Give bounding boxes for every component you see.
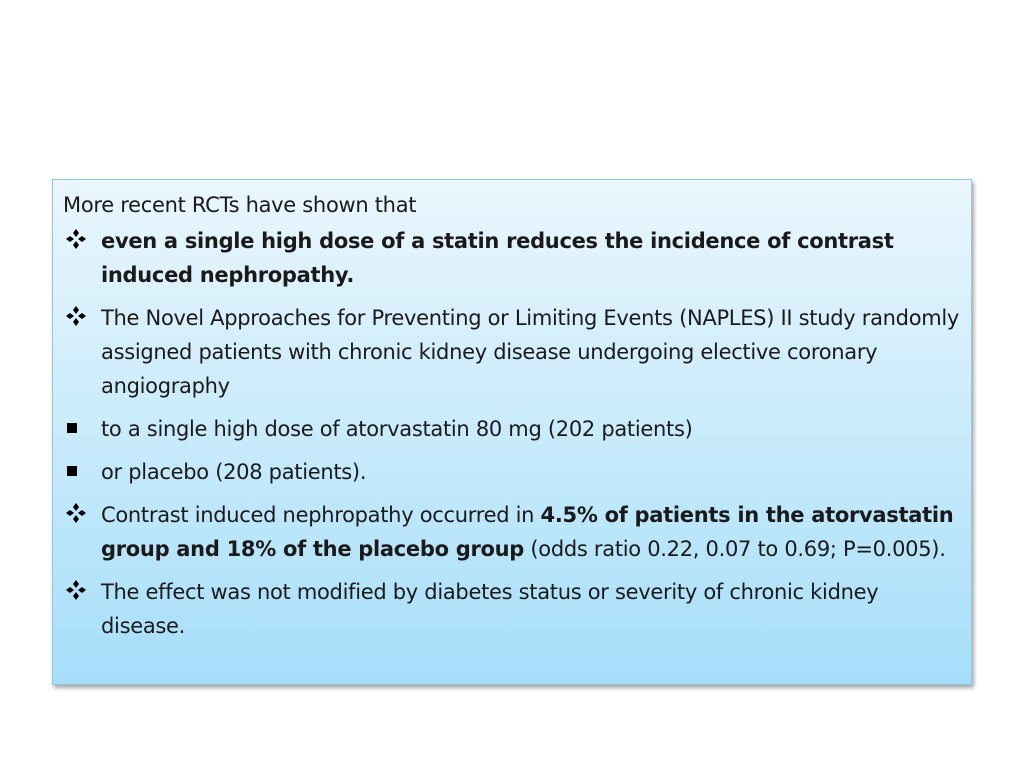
bullet-text-bold: even a single high dose of a statin redu… — [101, 229, 894, 287]
bullet-item: to a single high dose of atorvastatin 80… — [63, 412, 961, 446]
bullet-item: Contrast induced nephropathy occurred in… — [63, 498, 961, 566]
bullet-item: The effect was not modified by diabetes … — [63, 575, 961, 643]
bullet-item: or placebo (208 patients). — [63, 455, 961, 489]
bullet-text: Contrast induced nephropathy occurred in — [101, 503, 541, 527]
diamond-bullet-icon — [63, 224, 93, 258]
diamond-bullet-icon — [63, 575, 93, 609]
content-textbox: More recent RCTs have shown that even a … — [52, 179, 972, 685]
bullet-text: or placebo (208 patients). — [101, 460, 367, 484]
bullet-text: The Novel Approaches for Preventing or L… — [101, 306, 960, 398]
square-bullet-icon — [63, 455, 93, 489]
bullet-text: to a single high dose of atorvastatin 80… — [101, 417, 693, 441]
bullet-list: even a single high dose of a statin redu… — [63, 224, 961, 643]
bullet-text: The effect was not modified by diabetes … — [101, 580, 879, 638]
diamond-bullet-icon — [63, 498, 93, 532]
intro-text: More recent RCTs have shown that — [63, 193, 417, 217]
bullet-item: The Novel Approaches for Preventing or L… — [63, 301, 961, 403]
square-bullet-icon — [63, 412, 93, 446]
diamond-bullet-icon — [63, 301, 93, 335]
bullet-text: (odds ratio 0.22, 0.07 to 0.69; P=0.005)… — [524, 537, 946, 561]
bullet-text-bold: 4.5% of patients in the atorvastatin gro… — [101, 503, 954, 561]
bullet-item: even a single high dose of a statin redu… — [63, 224, 961, 292]
